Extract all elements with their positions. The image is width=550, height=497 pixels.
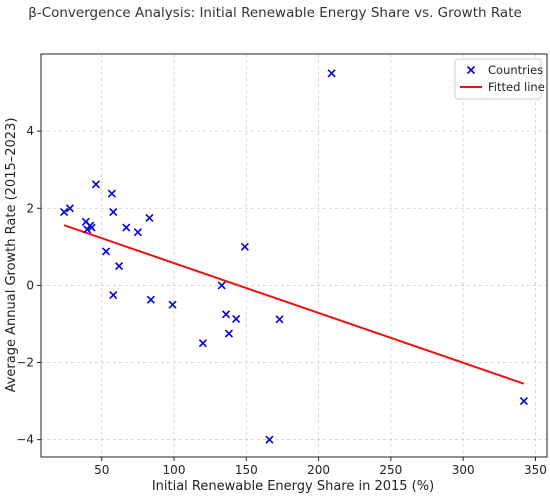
data-point (107, 189, 116, 198)
data-point (519, 397, 528, 406)
chart-title: β-Convergence Analysis: Initial Renewabl… (28, 5, 522, 21)
legend: Countries Fitted line (454, 58, 545, 100)
x-tick-label: 300 (452, 463, 475, 477)
y-tick-label: −4 (16, 433, 34, 447)
data-point (240, 242, 249, 251)
data-point (221, 310, 231, 319)
plot-area (60, 69, 528, 444)
data-point (115, 262, 124, 271)
data-point (87, 223, 96, 232)
data-point (217, 281, 226, 290)
grid (41, 54, 547, 457)
data-point (101, 247, 111, 256)
data-point (275, 315, 284, 324)
y-axis-label: Average Annual Growth Rate (2015–2023) (4, 118, 19, 393)
data-point (91, 180, 101, 189)
data-point (265, 435, 274, 444)
data-point (133, 228, 142, 237)
data-point (327, 69, 336, 78)
y-tick-label: 0 (26, 278, 34, 292)
legend-entry: Fitted line (488, 80, 545, 94)
y-tick-label: −2 (16, 356, 34, 370)
data-point (65, 204, 74, 213)
x-tick-label: 50 (94, 463, 109, 477)
data-point (168, 300, 177, 309)
data-point (109, 290, 118, 300)
x-tick-label: 250 (379, 463, 402, 477)
plot-frame (40, 53, 548, 458)
data-point (198, 339, 207, 348)
legend-box (454, 58, 542, 100)
axis-ticks: 50 100 150 200 250 300 350 −4 −2 0 2 4 (16, 124, 547, 477)
data-point (232, 314, 241, 324)
legend-entry: Countries (488, 63, 543, 77)
data-point (60, 208, 69, 217)
x-axis-label: Initial Renewable Energy Share in 2015 (… (152, 479, 434, 494)
fitted-line (63, 224, 525, 385)
legend-marker-scatter (466, 65, 476, 75)
x-tick-label: 350 (524, 463, 547, 477)
data-point (145, 213, 154, 222)
x-tick-label: 200 (307, 463, 330, 477)
data-point (122, 223, 131, 232)
y-tick-label: 4 (26, 124, 34, 138)
data-point (109, 208, 118, 217)
y-tick-label: 2 (26, 201, 34, 215)
x-tick-label: 100 (163, 463, 186, 477)
data-point (146, 295, 155, 304)
data-point (224, 329, 234, 338)
x-tick-label: 150 (235, 463, 258, 477)
